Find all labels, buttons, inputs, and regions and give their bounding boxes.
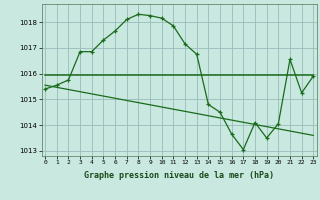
X-axis label: Graphe pression niveau de la mer (hPa): Graphe pression niveau de la mer (hPa)	[84, 171, 274, 180]
